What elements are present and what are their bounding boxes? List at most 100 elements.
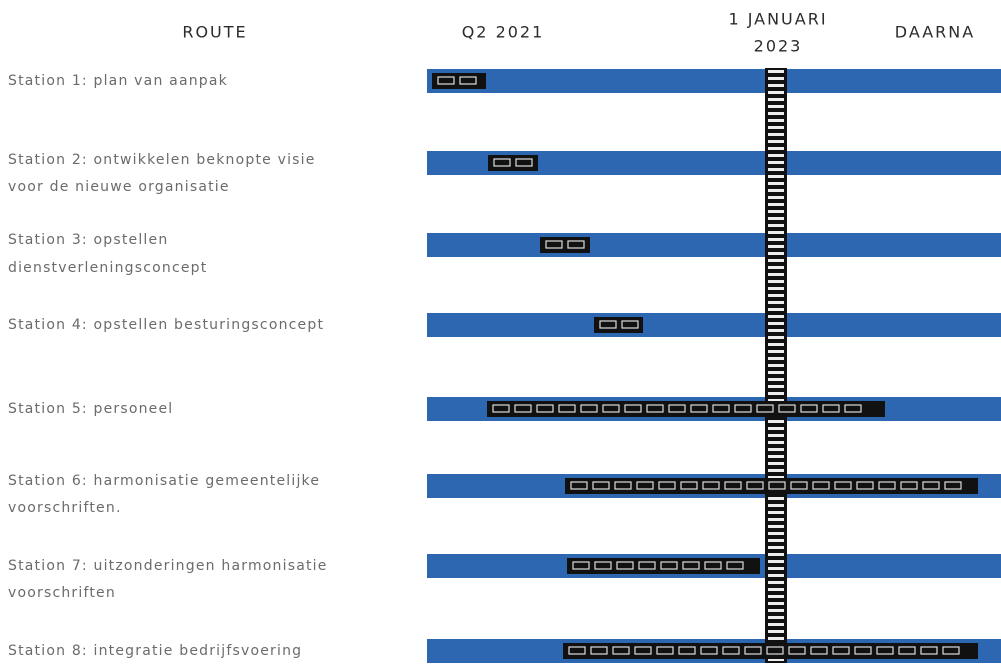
tie (768, 154, 784, 157)
tie (768, 308, 784, 311)
tie (768, 196, 784, 199)
tie (768, 259, 784, 262)
tie (768, 609, 784, 612)
station-label: Station 8: integratie bedrijfsvoering (8, 643, 302, 659)
train (565, 478, 978, 494)
station-label: voorschriften. (8, 500, 122, 516)
tie (768, 441, 784, 444)
tie (768, 336, 784, 339)
station-label: Station 7: uitzonderingen harmonisatie (8, 558, 328, 574)
column-header: Q2 2021 (462, 23, 545, 42)
roadmap: ROUTE Q2 2021 1 JANUARI 2023 DAARNA Station 1… (0, 0, 1001, 663)
train (563, 643, 978, 659)
tie (768, 315, 784, 318)
train (488, 155, 538, 171)
train (432, 73, 486, 89)
tie (768, 91, 784, 94)
column-header: 2023 (754, 37, 803, 56)
tie (768, 574, 784, 577)
train (567, 558, 760, 574)
tie (768, 252, 784, 255)
station-label: Station 5: personeel (8, 401, 173, 417)
tie (768, 567, 784, 570)
station-label: voorschriften (8, 585, 116, 601)
tie (768, 231, 784, 234)
tie (768, 329, 784, 332)
tie (768, 462, 784, 465)
route-bar (427, 313, 1001, 337)
train (540, 237, 590, 253)
tie (768, 364, 784, 367)
tie (768, 168, 784, 171)
tie (768, 420, 784, 423)
tie (768, 161, 784, 164)
route-bar (427, 233, 1001, 257)
tie (768, 623, 784, 626)
tie (768, 350, 784, 353)
station-label: Station 3: opstellen (8, 232, 168, 248)
tie (768, 217, 784, 220)
station-label: dienstverleningsconcept (8, 260, 207, 276)
tie (768, 322, 784, 325)
tie (768, 637, 784, 640)
tie (768, 371, 784, 374)
tie (768, 147, 784, 150)
tie (768, 504, 784, 507)
tie (768, 224, 784, 227)
tie (768, 357, 784, 360)
tie (768, 203, 784, 206)
tie (768, 77, 784, 80)
tie (768, 616, 784, 619)
tie (768, 301, 784, 304)
tie (768, 140, 784, 143)
tie (768, 448, 784, 451)
tie (768, 469, 784, 472)
tie (768, 98, 784, 101)
tie (768, 595, 784, 598)
tie (768, 112, 784, 115)
tie (768, 602, 784, 605)
station-label: voor de nieuwe organisatie (8, 179, 230, 195)
station-label: Station 6: harmonisatie gemeentelijke (8, 473, 320, 489)
tie (768, 588, 784, 591)
tie (768, 630, 784, 633)
tie (768, 525, 784, 528)
route-bar (427, 69, 1001, 93)
tie (768, 133, 784, 136)
tie (768, 105, 784, 108)
tie (768, 238, 784, 241)
tie (768, 455, 784, 458)
rail-track (765, 68, 787, 663)
tie (768, 84, 784, 87)
tie (768, 175, 784, 178)
station-label: Station 2: ontwikkelen beknopte visie (8, 152, 316, 168)
column-header: ROUTE (182, 23, 247, 42)
tie (768, 287, 784, 290)
tie (768, 427, 784, 430)
tie (768, 210, 784, 213)
tie (768, 392, 784, 395)
tie (768, 511, 784, 514)
tie (768, 546, 784, 549)
tie (768, 273, 784, 276)
tie (768, 280, 784, 283)
station-label: Station 1: plan van aanpak (8, 73, 228, 89)
tie (768, 553, 784, 556)
tie (768, 434, 784, 437)
tie (768, 126, 784, 129)
column-header: DAARNA (895, 23, 975, 42)
tie (768, 343, 784, 346)
column-header: 1 JANUARI (728, 10, 827, 29)
tie (768, 378, 784, 381)
tie (768, 581, 784, 584)
tie (768, 189, 784, 192)
tie (768, 294, 784, 297)
tie (768, 119, 784, 122)
train (594, 317, 643, 333)
tie (768, 560, 784, 563)
tie (768, 497, 784, 500)
tie (768, 385, 784, 388)
tie (768, 182, 784, 185)
tie (768, 70, 784, 73)
train (487, 401, 885, 417)
